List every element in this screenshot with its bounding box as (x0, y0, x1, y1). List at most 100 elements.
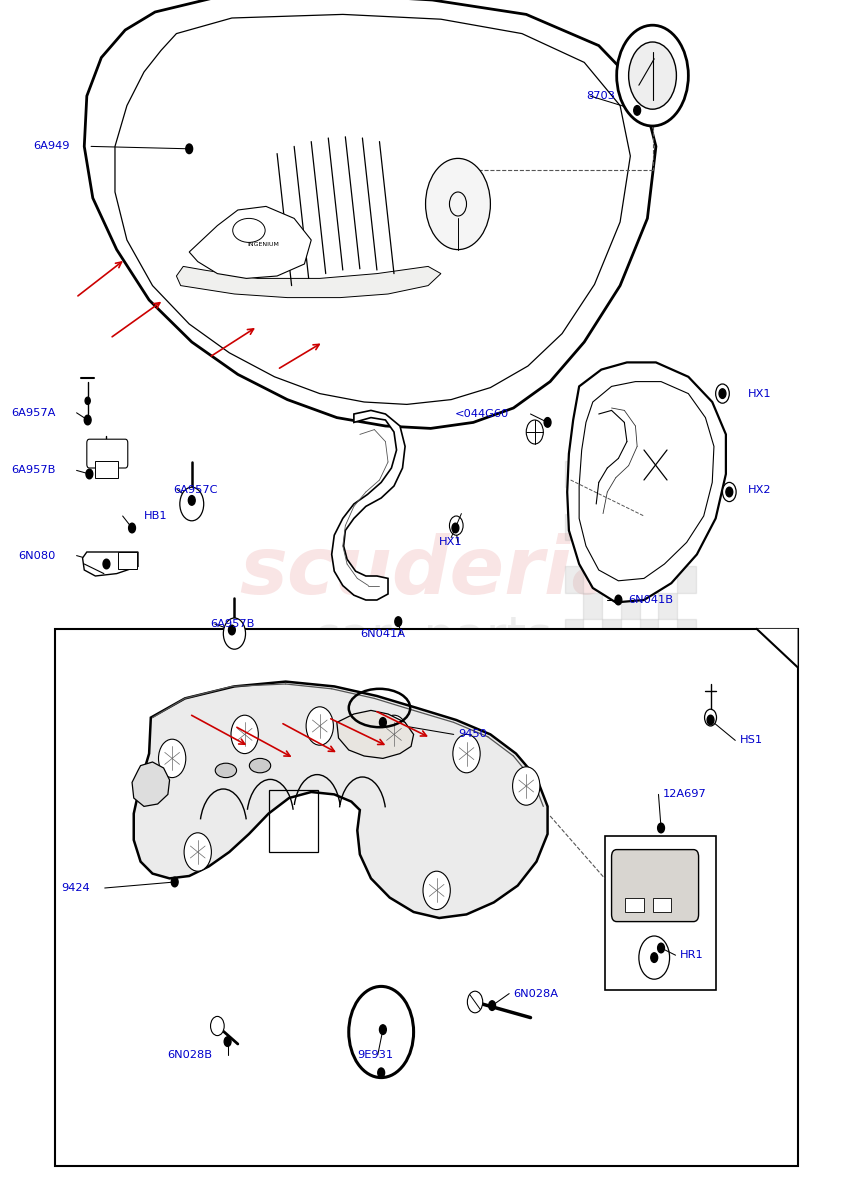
Text: 6N041A: 6N041A (360, 629, 405, 638)
Bar (659, 593, 677, 619)
Bar (602, 619, 621, 646)
Bar (677, 619, 696, 646)
Text: 6N028A: 6N028A (514, 989, 558, 998)
Bar (659, 540, 677, 566)
Circle shape (395, 617, 402, 626)
Bar (583, 487, 602, 514)
Polygon shape (134, 682, 547, 918)
Circle shape (231, 715, 259, 754)
Bar (677, 514, 696, 540)
Bar (640, 619, 659, 646)
Polygon shape (757, 629, 797, 667)
Text: 6A957B: 6A957B (210, 619, 255, 629)
Polygon shape (84, 0, 656, 428)
Bar (621, 540, 640, 566)
Bar (605, 836, 716, 990)
Circle shape (171, 877, 178, 887)
Circle shape (513, 767, 540, 805)
Polygon shape (189, 206, 311, 278)
Bar (625, 898, 644, 912)
Polygon shape (132, 762, 169, 806)
Circle shape (489, 1001, 496, 1010)
Text: 8703: 8703 (586, 91, 615, 101)
Bar (640, 566, 659, 593)
Text: HX1: HX1 (748, 389, 771, 398)
Circle shape (425, 158, 490, 250)
Circle shape (86, 469, 93, 479)
Bar (602, 461, 621, 487)
Bar (653, 898, 671, 912)
Text: 6A949: 6A949 (34, 142, 70, 151)
Bar (564, 566, 583, 593)
Ellipse shape (216, 763, 236, 778)
Circle shape (228, 625, 235, 635)
Polygon shape (332, 410, 405, 600)
Text: HR1: HR1 (679, 950, 704, 960)
Bar (564, 461, 583, 487)
Text: 6N080: 6N080 (18, 551, 55, 560)
Text: HX1: HX1 (439, 538, 462, 547)
Circle shape (306, 707, 333, 745)
Bar (119, 552, 137, 569)
Bar (55, 629, 797, 1166)
Circle shape (615, 595, 622, 605)
Bar (583, 593, 602, 619)
Circle shape (527, 420, 543, 444)
Bar (621, 593, 640, 619)
Bar (564, 619, 583, 646)
Bar (564, 514, 583, 540)
Circle shape (224, 1037, 231, 1046)
Circle shape (381, 715, 408, 754)
Text: 9424: 9424 (61, 883, 89, 893)
Text: INGENIUM: INGENIUM (247, 242, 279, 247)
Circle shape (617, 25, 688, 126)
Text: HX2: HX2 (748, 485, 771, 494)
Text: HB1: HB1 (144, 511, 168, 521)
Circle shape (544, 418, 551, 427)
Circle shape (210, 1016, 224, 1036)
Circle shape (380, 1025, 387, 1034)
Circle shape (658, 823, 665, 833)
Text: scuderia: scuderia (239, 533, 626, 611)
Ellipse shape (249, 758, 271, 773)
Circle shape (467, 991, 483, 1013)
Text: <044G60: <044G60 (455, 409, 509, 419)
Circle shape (380, 718, 387, 727)
Text: 9E931: 9E931 (357, 1050, 393, 1060)
Circle shape (84, 415, 91, 425)
Circle shape (85, 397, 90, 404)
Circle shape (452, 523, 459, 533)
Circle shape (186, 144, 192, 154)
Circle shape (423, 871, 450, 910)
Text: 6N028B: 6N028B (168, 1050, 212, 1060)
Bar (583, 540, 602, 566)
Circle shape (180, 487, 204, 521)
Circle shape (658, 943, 665, 953)
Bar (640, 514, 659, 540)
Circle shape (159, 739, 186, 778)
Text: 9450: 9450 (458, 730, 487, 739)
Circle shape (651, 953, 658, 962)
Circle shape (453, 734, 480, 773)
Text: car  parts: car parts (313, 614, 552, 662)
Circle shape (103, 559, 110, 569)
Text: 6A957C: 6A957C (173, 485, 217, 494)
Polygon shape (176, 266, 441, 298)
Circle shape (129, 523, 136, 533)
FancyBboxPatch shape (87, 439, 128, 468)
FancyBboxPatch shape (612, 850, 698, 922)
FancyBboxPatch shape (95, 461, 119, 478)
Text: 6N041B: 6N041B (629, 595, 673, 605)
Text: 6A957A: 6A957A (11, 408, 55, 418)
Circle shape (719, 389, 726, 398)
Bar (677, 566, 696, 593)
Circle shape (707, 715, 714, 725)
Circle shape (726, 487, 733, 497)
Circle shape (634, 106, 641, 115)
Circle shape (722, 482, 736, 502)
Bar (269, 790, 318, 852)
Text: HS1: HS1 (740, 736, 763, 745)
Circle shape (629, 42, 676, 109)
Text: 6A957B: 6A957B (11, 466, 55, 475)
Polygon shape (337, 710, 414, 758)
